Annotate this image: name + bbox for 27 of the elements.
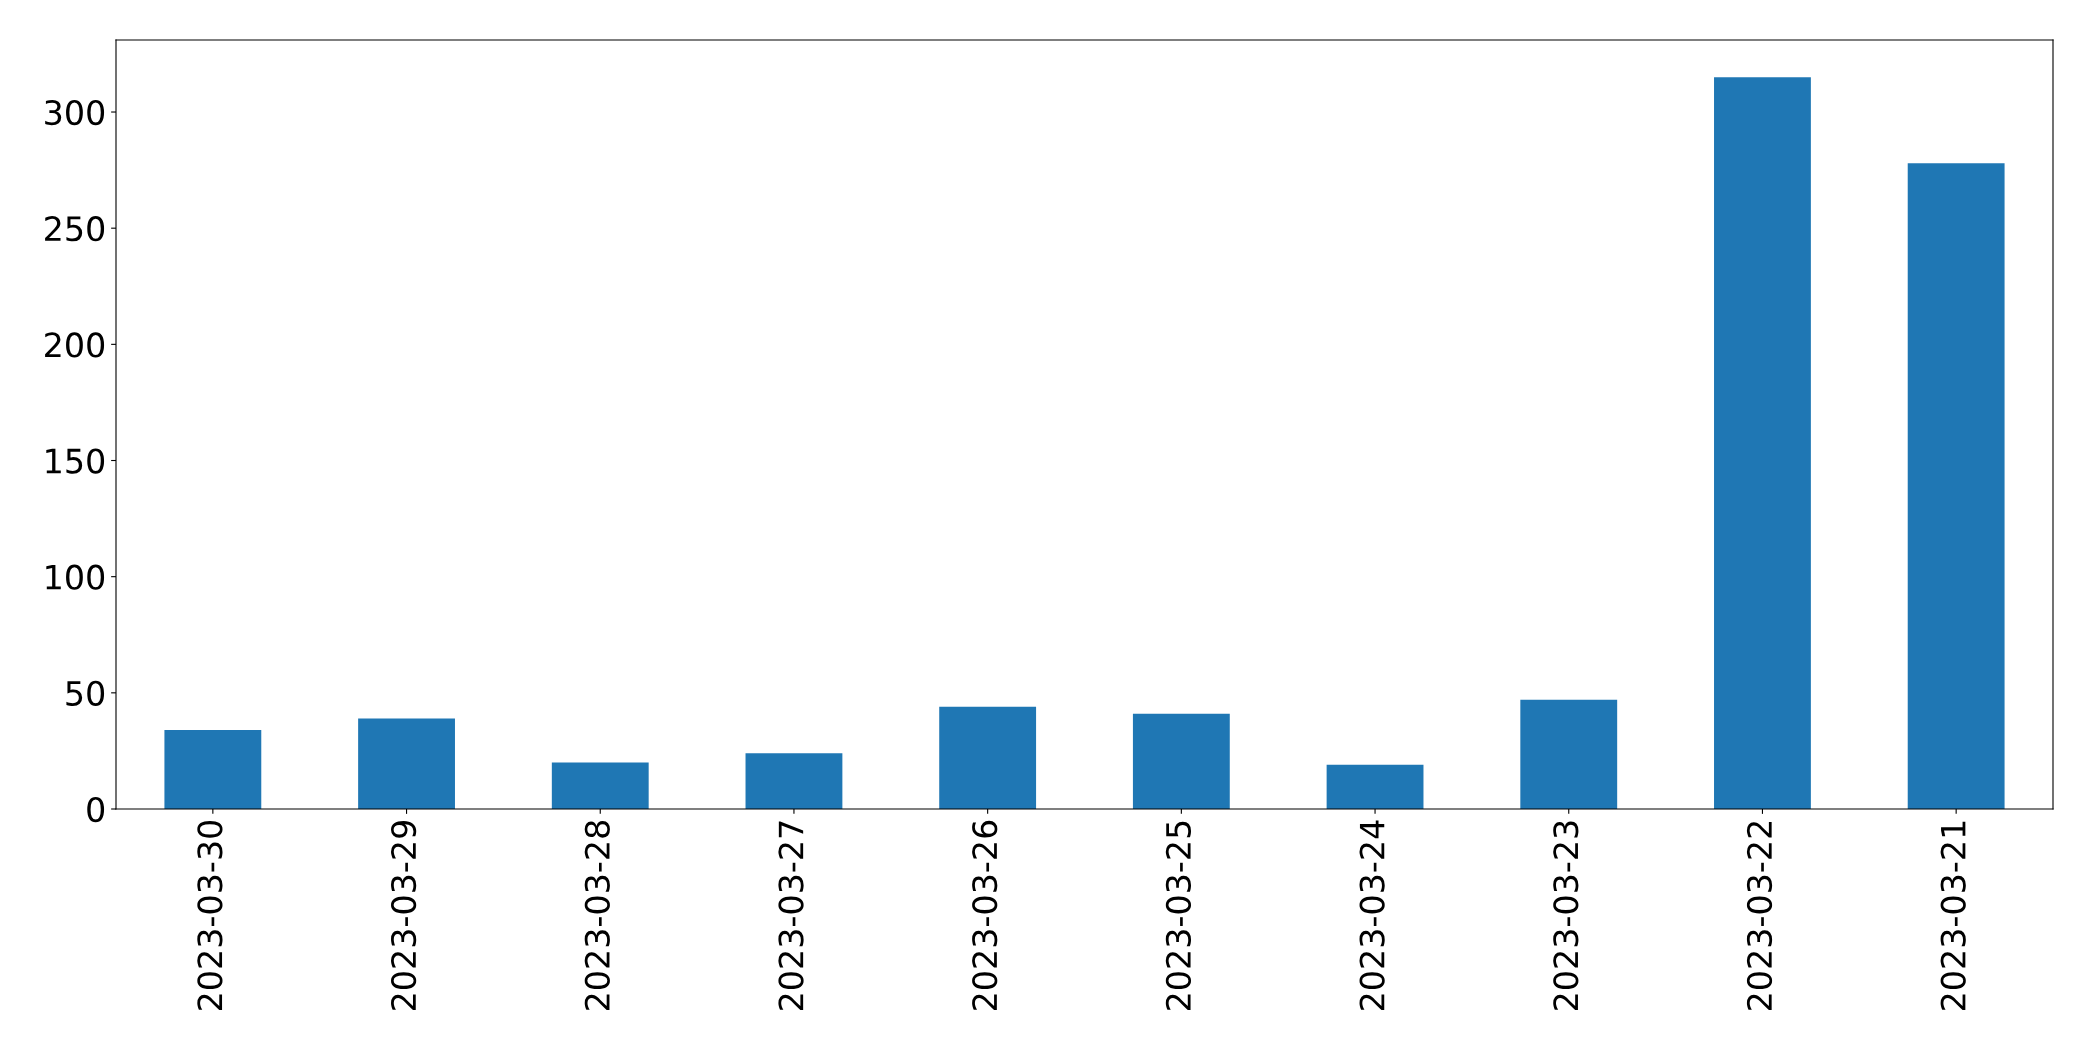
- bar: [745, 753, 843, 809]
- bar: [1132, 713, 1230, 809]
- x-tick-label: 2023-03-26: [972, 820, 998, 1010]
- bar: [1326, 764, 1424, 809]
- bar: [1520, 699, 1618, 809]
- bar: [358, 718, 455, 809]
- y-tick-label: 300: [45, 99, 105, 126]
- y-tick-label: 50: [66, 680, 105, 706]
- y-tick-label: 0: [87, 796, 105, 823]
- x-tick-label: 2023-03-28: [584, 821, 610, 1010]
- x-tick-label: 2023-03-22: [1746, 822, 1773, 1010]
- y-tick-label: 150: [46, 448, 105, 474]
- y-tick-label: 250: [45, 216, 105, 242]
- x-tick-label: 2023-03-21: [1940, 821, 1966, 1010]
- x-tick-label: 2023-03-23: [1553, 821, 1579, 1010]
- x-tick-label: 2023-03-29: [391, 821, 417, 1010]
- y-tick-label: 100: [46, 564, 105, 590]
- bar: [939, 706, 1037, 809]
- bar: [1714, 77, 1811, 809]
- y-tick-label: 200: [45, 332, 105, 358]
- bar: [164, 730, 262, 809]
- x-tick-label: 2023-03-25: [1165, 821, 1192, 1010]
- bar: [1907, 163, 2005, 809]
- x-tick-label: 2023-03-24: [1359, 820, 1385, 1010]
- x-tick-label: 2023-03-30: [197, 820, 223, 1010]
- x-tick-label: 2023-03-27: [778, 821, 804, 1010]
- bar: [551, 762, 649, 809]
